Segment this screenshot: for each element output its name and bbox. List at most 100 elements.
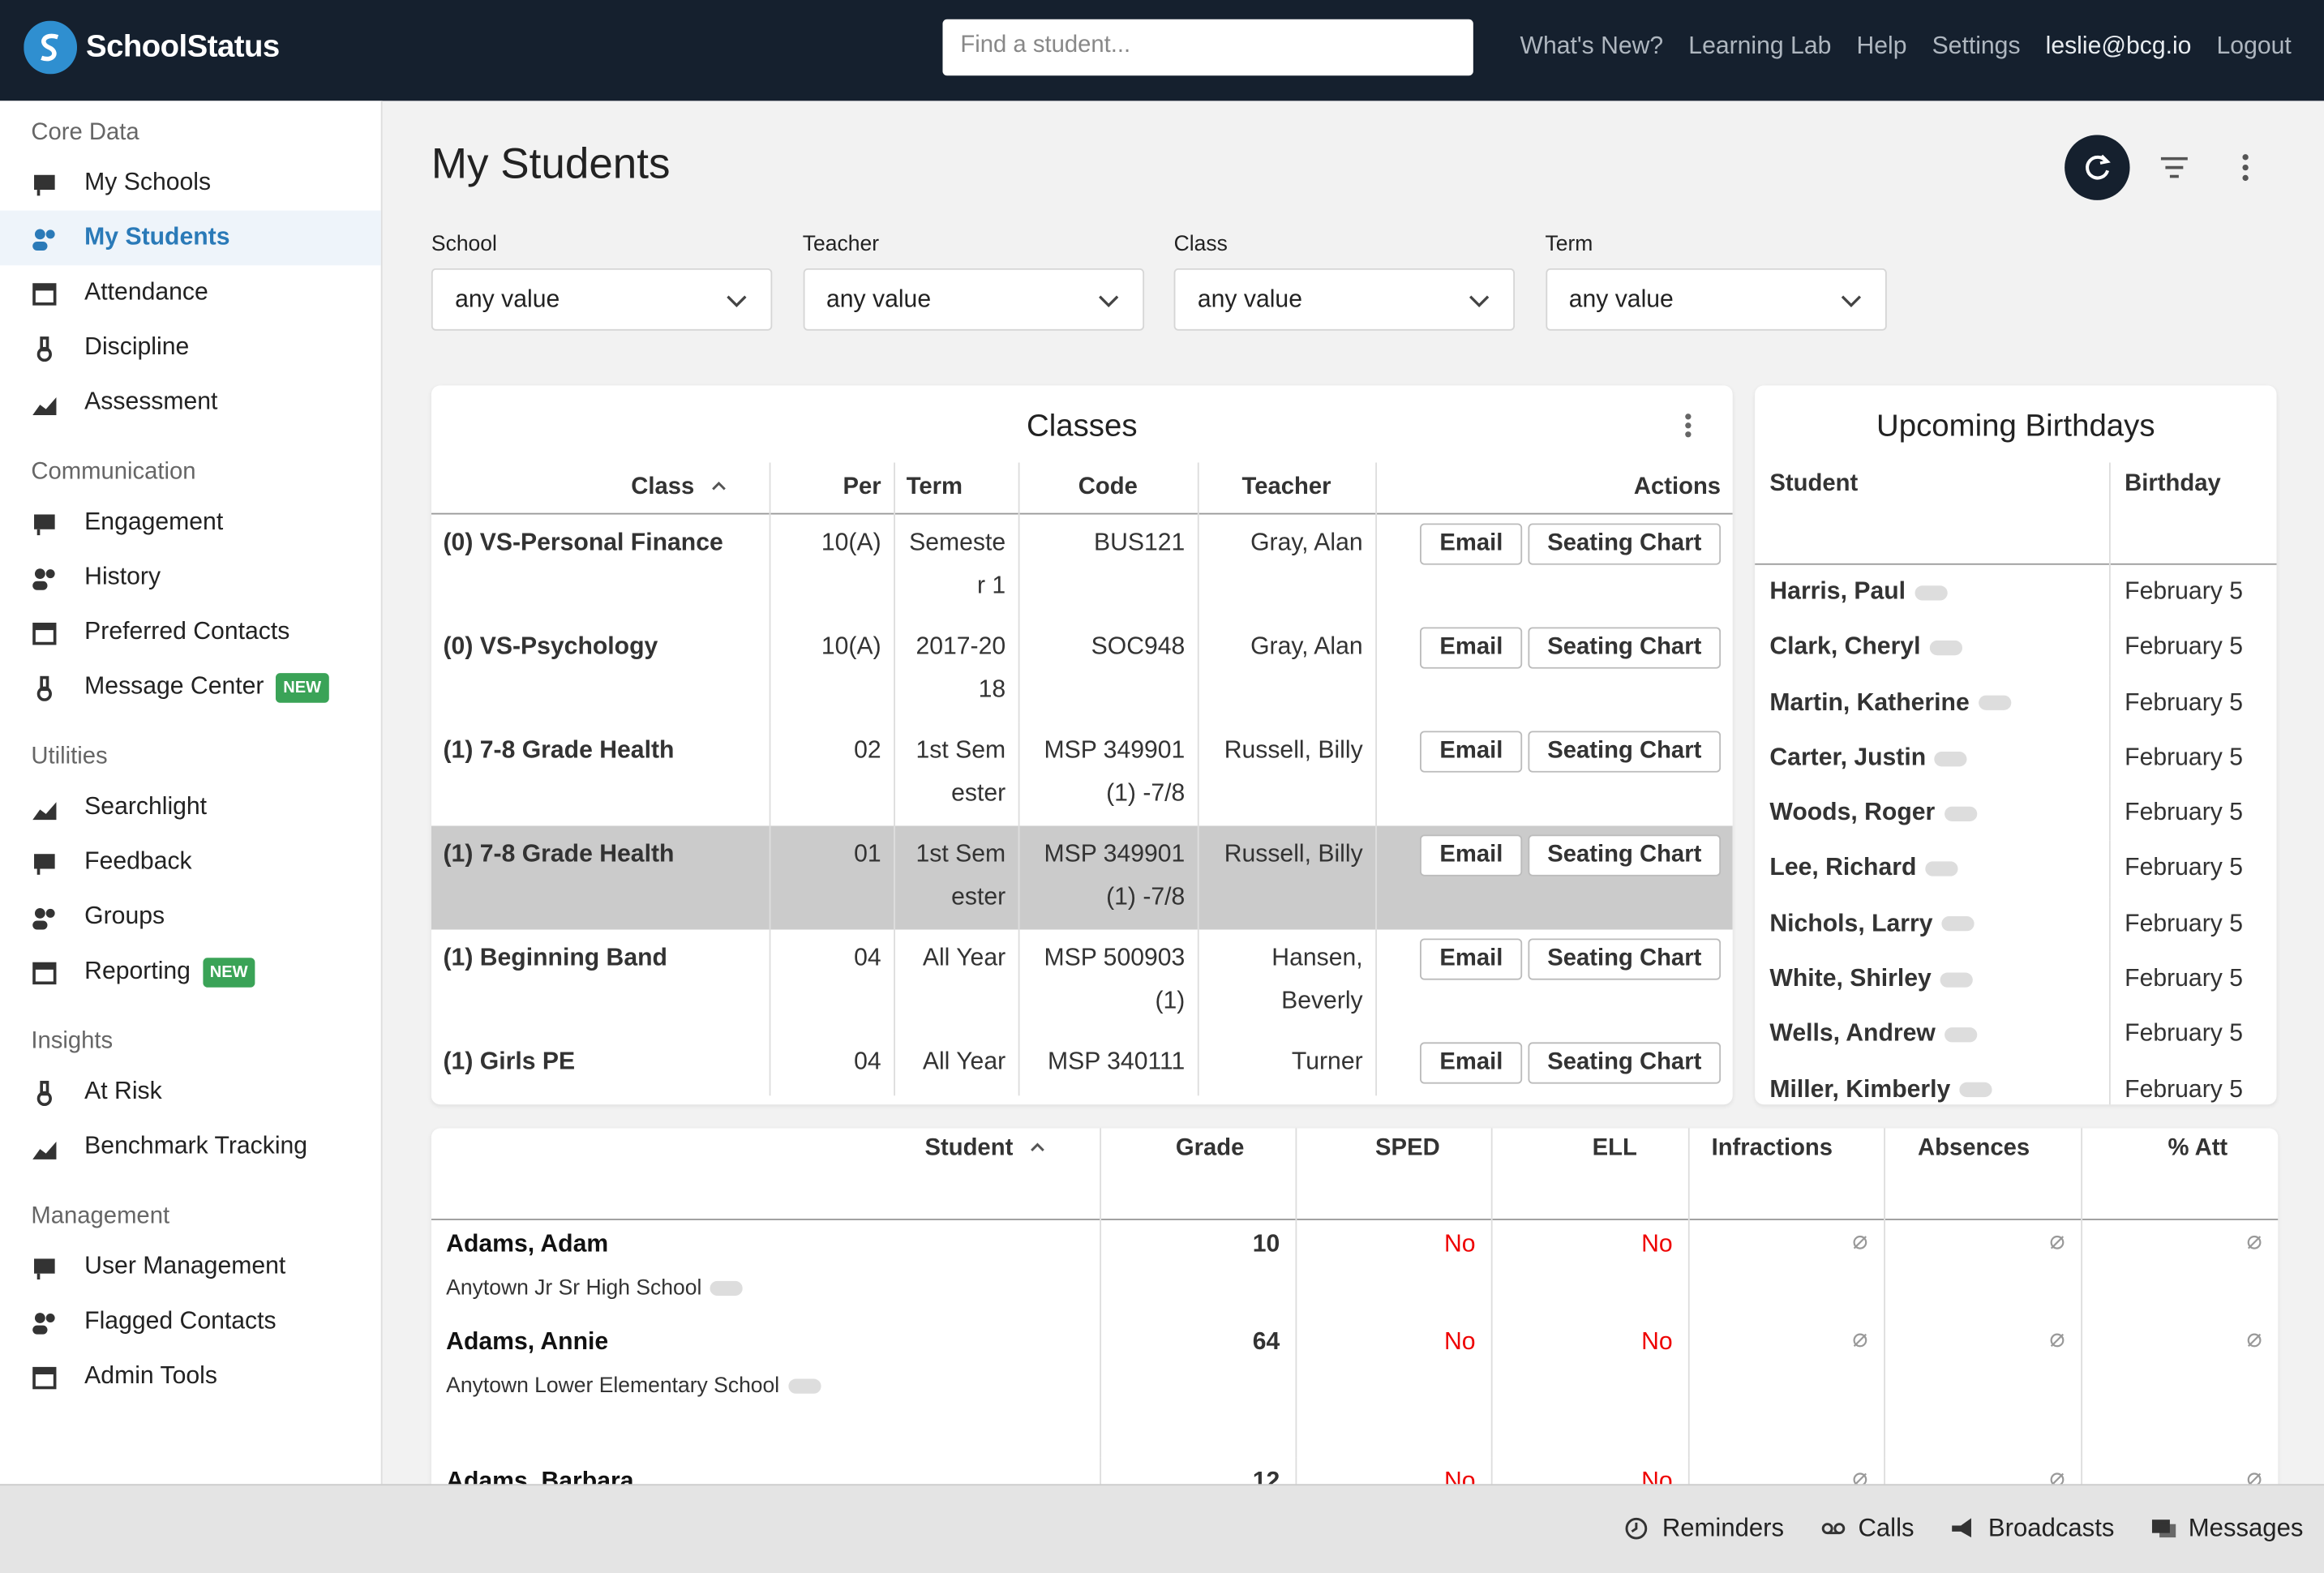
class-row[interactable]: (1) Beginning Band 04 All Year MSP 500903 (…: [431, 929, 1733, 1034]
column-header[interactable]: Teacher: [1196, 462, 1376, 514]
sidebar-item[interactable]: User Management: [0, 1240, 381, 1295]
sidebar-item[interactable]: Benchmark Tracking: [0, 1120, 381, 1175]
student-name[interactable]: Woods, Roger: [1769, 799, 1936, 826]
footer-item[interactable]: Calls: [1820, 1514, 1915, 1544]
sidebar-item[interactable]: Engagement: [0, 495, 381, 551]
more-pill[interactable]: [1941, 916, 1975, 932]
column-header[interactable]: Per: [768, 462, 894, 514]
class-row[interactable]: (0) VS-Personal Finance 10(A) Semester 1 BU…: [431, 513, 1733, 619]
column-header[interactable]: Absences: [1883, 1128, 2082, 1219]
more-pill[interactable]: [1959, 1082, 1992, 1098]
filter-select[interactable]: any value: [1545, 268, 1886, 331]
column-header[interactable]: Birthday: [2108, 462, 2277, 564]
action-button[interactable]: Email: [1420, 1042, 1523, 1084]
sidebar-item[interactable]: Reporting NEW: [0, 945, 381, 1000]
top-link[interactable]: Logout: [2216, 32, 2292, 60]
sidebar-item[interactable]: Preferred Contacts: [0, 605, 381, 660]
sidebar-item[interactable]: Searchlight: [0, 780, 381, 835]
column-header[interactable]: Code: [1017, 462, 1198, 514]
action-button[interactable]: Email: [1420, 938, 1523, 980]
student-row[interactable]: Adams, Adam Anytown Jr Sr High School 10 No…: [431, 1219, 2279, 1318]
action-button[interactable]: Email: [1420, 834, 1523, 877]
column-header[interactable]: Term: [893, 462, 1018, 514]
top-link[interactable]: leslie@bcg.io: [2045, 32, 2192, 60]
footer-item[interactable]: Broadcasts: [1949, 1514, 2114, 1544]
sidebar-item[interactable]: My Schools: [0, 156, 381, 211]
action-button[interactable]: Email: [1420, 731, 1523, 773]
class-row[interactable]: (1) Girls PE 04 All Year MSP 340111 Turner Em…: [431, 1033, 1733, 1095]
sidebar-item[interactable]: Discipline: [0, 320, 381, 375]
card-menu[interactable]: [1683, 412, 1695, 442]
action-button[interactable]: Seating Chart: [1528, 834, 1722, 877]
column-header[interactable]: Student: [431, 1128, 1100, 1219]
filter-button[interactable]: [2160, 156, 2188, 178]
sidebar-section-title: Management: [31, 1203, 170, 1229]
student-name[interactable]: Lee, Richard: [1769, 855, 1917, 882]
top-link[interactable]: Settings: [1932, 32, 2021, 60]
class-row[interactable]: (1) 7-8 Grade Health 01 1st Semester MSP 34…: [431, 825, 1733, 930]
action-button[interactable]: Email: [1420, 523, 1523, 565]
class-row[interactable]: (1) 7-8 Grade Health 02 1st Semester MSP 34…: [431, 722, 1733, 826]
column-header[interactable]: Grade: [1099, 1128, 1296, 1219]
sidebar-item[interactable]: Assessment: [0, 375, 381, 431]
student-name[interactable]: White, Shirley: [1769, 965, 1932, 992]
top-link[interactable]: Help: [1856, 32, 1907, 60]
footer-item[interactable]: Messages: [2150, 1514, 2303, 1544]
birthday-cell: February 5: [2108, 619, 2277, 676]
sidebar-item[interactable]: Feedback: [0, 834, 381, 889]
column-header[interactable]: Infractions: [1687, 1128, 1884, 1219]
student-name[interactable]: Clark, Cheryl: [1769, 633, 1921, 661]
search-input[interactable]: Find a student...: [942, 19, 1473, 76]
action-button[interactable]: Seating Chart: [1528, 1042, 1722, 1084]
column-header[interactable]: ELL: [1490, 1128, 1688, 1219]
more-pill[interactable]: [710, 1280, 744, 1296]
student-cell: Nichols, Larry: [1755, 897, 2109, 952]
footer-item[interactable]: Reminders: [1623, 1514, 1784, 1544]
filter-select[interactable]: any value: [802, 268, 1144, 331]
action-button[interactable]: Email: [1420, 627, 1523, 669]
student-name[interactable]: Nichols, Larry: [1769, 910, 1933, 937]
cell: (0) VS-Psychology: [443, 632, 658, 660]
top-link[interactable]: What's New?: [1520, 32, 1664, 60]
more-pill[interactable]: [788, 1378, 821, 1394]
icon: [32, 228, 55, 251]
student-row[interactable]: Adams, Annie Anytown Lower Elementary Sch…: [431, 1318, 2279, 1458]
class-row[interactable]: (0) VS-Psychology 10(A) 2017-2018 SOC948 Gra…: [431, 618, 1733, 722]
student-name[interactable]: Miller, Kimberly: [1769, 1075, 1951, 1103]
column-header[interactable]: SPED: [1294, 1128, 1491, 1219]
student-name[interactable]: Wells, Andrew: [1769, 1020, 1936, 1048]
student-name[interactable]: Martin, Katherine: [1769, 688, 1970, 716]
action-button[interactable]: Seating Chart: [1528, 523, 1722, 565]
cell: 01: [768, 825, 894, 930]
sidebar-item[interactable]: Flagged Contacts: [0, 1294, 381, 1349]
more-pill[interactable]: [1925, 861, 1958, 877]
sidebar-item[interactable]: My Students: [0, 210, 381, 266]
more-pill[interactable]: [1915, 585, 1948, 600]
sidebar-item[interactable]: Admin Tools: [0, 1349, 381, 1404]
action-button[interactable]: Seating Chart: [1528, 627, 1722, 669]
more-pill[interactable]: [1944, 1027, 1978, 1043]
sidebar-item[interactable]: Message Center NEW: [0, 660, 381, 715]
student-name[interactable]: Harris, Paul: [1769, 578, 1906, 606]
top-link[interactable]: Learning Lab: [1688, 32, 1832, 60]
refresh-button[interactable]: [2065, 135, 2130, 200]
sidebar-item[interactable]: At Risk: [0, 1065, 381, 1120]
more-pill[interactable]: [1940, 971, 1974, 988]
action-button[interactable]: Seating Chart: [1528, 938, 1722, 980]
column-header[interactable]: % Att: [2080, 1128, 2279, 1219]
column-header[interactable]: Student: [1769, 471, 1859, 497]
filter-select[interactable]: any value: [431, 268, 773, 331]
sidebar-item[interactable]: History: [0, 550, 381, 605]
column-header[interactable]: Class: [431, 462, 770, 513]
sidebar-item[interactable]: Attendance: [0, 265, 381, 320]
more-pill[interactable]: [1929, 640, 1962, 656]
filter-select[interactable]: any value: [1173, 268, 1516, 331]
more-pill[interactable]: [1944, 806, 1977, 821]
more-pill[interactable]: [1935, 751, 1968, 766]
more-pill[interactable]: [1978, 695, 2011, 711]
column-header[interactable]: Actions: [1374, 462, 1733, 514]
student-name[interactable]: Carter, Justin: [1769, 744, 1927, 771]
sidebar-item[interactable]: Groups: [0, 889, 381, 945]
action-button[interactable]: Seating Chart: [1528, 731, 1722, 773]
more-button[interactable]: [2242, 154, 2249, 182]
